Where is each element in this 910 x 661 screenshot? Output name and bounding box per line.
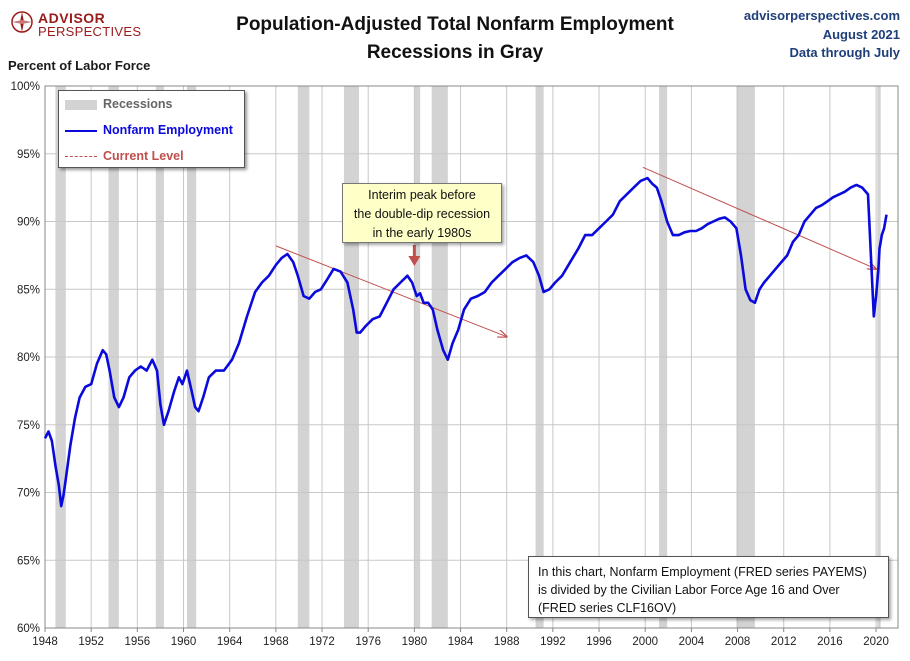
callout-line-3: in the early 1980s bbox=[372, 226, 472, 240]
y-tick-label-0: 60% bbox=[17, 623, 40, 635]
chart-title: Population-Adjusted Total Nonfarm Employ… bbox=[236, 14, 674, 35]
logo-text-bottom: PERSPECTIVES bbox=[38, 24, 142, 39]
x-tick-label-3: 1960 bbox=[171, 636, 197, 648]
nonfarm-employment-line bbox=[43, 176, 888, 508]
callout-line-2: the double-dip recession bbox=[353, 207, 491, 221]
y-tick-label-1: 65% bbox=[17, 555, 40, 567]
y-tick-label-5: 85% bbox=[17, 284, 40, 296]
annotation-arrow-head bbox=[408, 256, 421, 266]
y-tick-label-3: 75% bbox=[17, 420, 40, 432]
x-tick-label-9: 1984 bbox=[448, 636, 474, 648]
y-tick-label-2: 70% bbox=[17, 488, 40, 500]
x-tick-label-17: 2016 bbox=[817, 636, 843, 648]
plot-area-border bbox=[44, 85, 899, 629]
x-tick-label-2: 1956 bbox=[125, 636, 151, 648]
y-tick-label-7: 95% bbox=[17, 149, 40, 161]
callout-line-1: Interim peak before bbox=[368, 188, 476, 202]
gridlines bbox=[44, 85, 898, 629]
legend-item-current: Current Level bbox=[65, 148, 240, 166]
data-through-label: Data through July bbox=[789, 45, 900, 60]
recession-swatch bbox=[65, 100, 97, 110]
publication-date: August 2021 bbox=[822, 27, 900, 42]
trend-arrow-1 bbox=[642, 166, 876, 269]
compass-logo-icon bbox=[11, 11, 33, 33]
series-swatch bbox=[65, 130, 97, 132]
site-url: advisorperspectives.com bbox=[743, 8, 900, 23]
x-tick-label-16: 2012 bbox=[771, 636, 797, 648]
annotation-arrow bbox=[408, 245, 421, 266]
x-tick-label-11: 1992 bbox=[540, 636, 566, 648]
current-level-swatch bbox=[65, 156, 97, 157]
x-tick-label-4: 1964 bbox=[217, 636, 243, 648]
x-tick-label-13: 2000 bbox=[632, 636, 658, 648]
x-tick-label-5: 1968 bbox=[263, 636, 289, 648]
legend-label-current: Current Level bbox=[103, 149, 184, 163]
x-tick-label-8: 1980 bbox=[402, 636, 428, 648]
x-tick-label-14: 2004 bbox=[679, 636, 705, 648]
x-tick-label-0: 1948 bbox=[32, 636, 58, 648]
annotation-callout: Interim peak before the double-dip reces… bbox=[342, 183, 502, 243]
legend-item-series: Nonfarm Employment bbox=[65, 122, 240, 140]
chart-subtitle: Recessions in Gray bbox=[366, 42, 544, 63]
x-axis-ticks: 1948 1952 1956 1960 1964 1968 1972 1976 1980 1984… bbox=[32, 628, 889, 648]
source-note: In this chart, Nonfarm Employment (FRED … bbox=[528, 556, 889, 618]
note-line-2: is divided by the Civilian Labor Force A… bbox=[538, 583, 840, 597]
x-tick-label-6: 1972 bbox=[309, 636, 335, 648]
chart-legend: Recessions Nonfarm Employment Current Le… bbox=[58, 90, 245, 168]
x-tick-label-12: 1996 bbox=[586, 636, 612, 648]
note-line-3: (FRED series CLF16OV) bbox=[538, 601, 677, 615]
x-tick-label-10: 1988 bbox=[494, 636, 520, 648]
legend-label-recessions: Recessions bbox=[103, 97, 173, 111]
y-tick-label-8: 100% bbox=[11, 81, 40, 93]
y-axis-label: Percent of Labor Force bbox=[8, 58, 151, 73]
x-tick-label-15: 2008 bbox=[725, 636, 751, 648]
advisor-perspectives-logo: ADVISOR PERSPECTIVES bbox=[10, 8, 160, 42]
legend-label-series: Nonfarm Employment bbox=[103, 123, 233, 137]
x-tick-label-1: 1952 bbox=[78, 636, 104, 648]
y-axis-ticks: 60% 65% 70% 75% 80% 85% 90% 95% 100% bbox=[11, 81, 40, 635]
x-tick-label-7: 1976 bbox=[355, 636, 381, 648]
note-line-1: In this chart, Nonfarm Employment (FRED … bbox=[538, 565, 867, 579]
x-tick-label-18: 2020 bbox=[863, 636, 889, 648]
y-tick-label-4: 80% bbox=[17, 352, 40, 364]
series-layer bbox=[43, 176, 888, 508]
y-tick-label-6: 90% bbox=[17, 217, 40, 229]
legend-item-recessions: Recessions bbox=[65, 96, 240, 114]
logo-text-top: ADVISOR bbox=[38, 10, 106, 26]
